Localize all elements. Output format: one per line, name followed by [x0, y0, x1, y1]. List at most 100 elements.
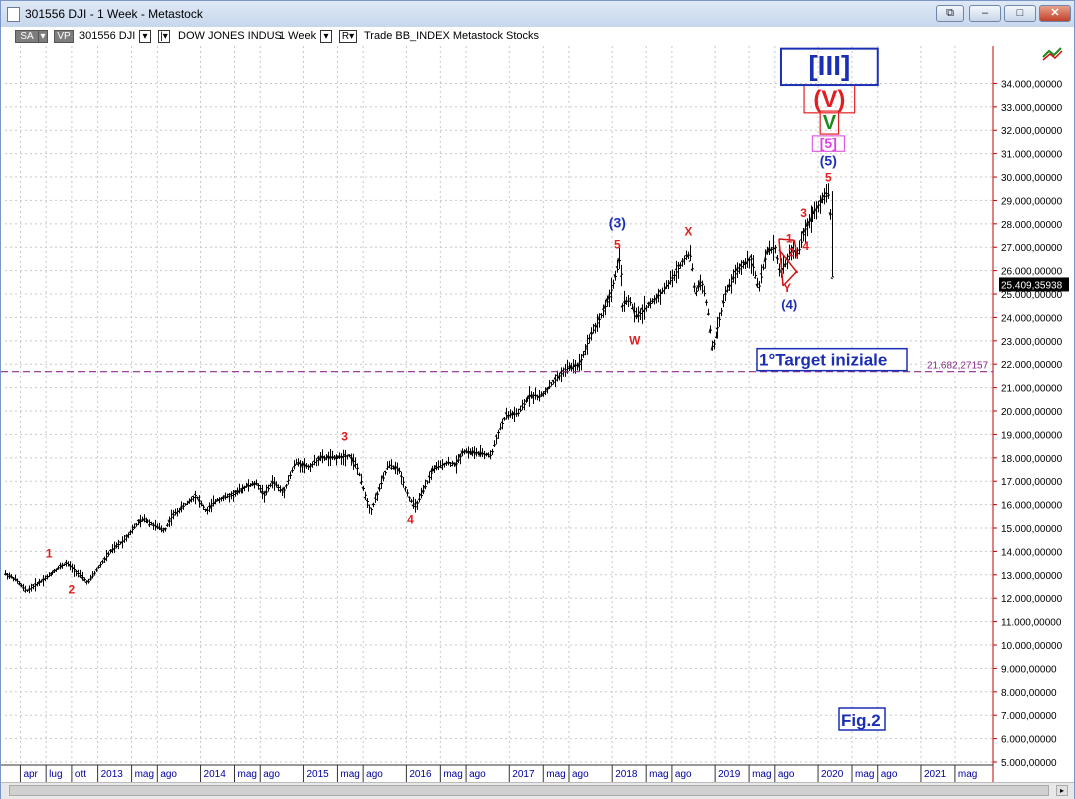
y-tick-label: 29.000,00000 — [1001, 196, 1063, 207]
security-picker-icon[interactable]: |▾ — [158, 30, 170, 43]
close-button[interactable]: ✕ — [1039, 5, 1071, 22]
price-bar-open — [436, 465, 439, 469]
x-tick-label: ago — [675, 769, 692, 780]
price-bar-open — [539, 394, 542, 396]
price-bar-open — [587, 337, 590, 340]
x-tick-label: mag — [958, 769, 977, 780]
price-bar-open — [826, 194, 829, 197]
price-bar-open — [430, 468, 433, 471]
price-bar-open — [454, 462, 457, 468]
x-tick-label: lug — [49, 769, 62, 780]
maximize-button[interactable]: □ — [1004, 5, 1036, 22]
price-bar-open — [387, 466, 390, 469]
price-bar-open — [318, 454, 321, 461]
wave-label: W — [629, 333, 641, 347]
price-bar-open — [355, 467, 358, 470]
y-tick-label: 17.000,00000 — [1001, 477, 1063, 488]
price-bar-open — [395, 465, 398, 468]
price-bar-open — [199, 502, 202, 505]
sa-button[interactable]: SA — [15, 30, 39, 43]
price-bar-open — [351, 458, 354, 465]
price-bar-open — [468, 450, 471, 454]
price-bar-open — [266, 486, 269, 489]
y-tick-label: 8.000,00000 — [1001, 688, 1057, 699]
price-bar-open — [597, 315, 600, 321]
price-bar-open — [335, 456, 338, 460]
wave-label: [5] — [820, 135, 837, 151]
triangle-line — [778, 238, 795, 241]
price-bar-open — [820, 195, 823, 203]
y-tick-label: 9.000,00000 — [1001, 664, 1057, 675]
price-bar-open — [49, 572, 52, 575]
restore-button[interactable]: ⧉ — [936, 5, 964, 22]
x-tick-label: 2016 — [409, 769, 432, 780]
price-bar-open — [755, 283, 758, 288]
wave-label: (5) — [820, 152, 837, 168]
sa-dropdown-icon[interactable]: ▾ — [38, 30, 48, 43]
price-bar-open — [810, 215, 813, 218]
price-bar-open — [775, 256, 778, 260]
price-bar-open — [399, 475, 402, 477]
price-bar-open — [246, 483, 249, 487]
price-bar-open — [195, 496, 198, 499]
price-bar-open — [807, 220, 810, 226]
price-bar-open — [678, 263, 681, 267]
price-bar-open — [15, 578, 18, 582]
document-icon — [7, 7, 20, 22]
period-label: 1 Week — [279, 30, 317, 42]
symbol-dropdown-icon[interactable]: ▾ — [139, 30, 151, 43]
x-tick-label: 2015 — [306, 769, 329, 780]
price-bar-open — [524, 400, 527, 403]
price-bar-open — [114, 544, 117, 548]
price-bar-open — [223, 495, 226, 498]
price-bar-open — [17, 582, 20, 585]
price-bar-open — [290, 469, 293, 472]
price-bar-open — [5, 573, 8, 576]
title-bar[interactable]: 301556 DJI - 1 Week - Metastock ⧉ – □ ✕ — [1, 1, 1074, 28]
scroll-right-icon[interactable]: ▸ — [1056, 785, 1068, 796]
price-bar-open — [648, 301, 651, 306]
scrollbar-thumb[interactable] — [9, 785, 1049, 796]
realtime-toggle[interactable]: R▾ — [339, 30, 357, 43]
price-bar-open — [66, 562, 69, 565]
price-chart[interactable]: 34.000,00000 33.000,00000 32.000,00000 31.0… — [1, 46, 1074, 782]
price-bar-open — [652, 298, 655, 301]
price-bar-open — [593, 324, 596, 327]
horizontal-scrollbar[interactable]: ▸ — [1, 782, 1074, 799]
wave-label: 3 — [800, 206, 807, 220]
price-bar-open — [512, 411, 515, 416]
price-bar-open — [585, 344, 588, 348]
price-bar-open — [529, 394, 532, 398]
period-dropdown-icon[interactable]: ▾ — [320, 30, 332, 43]
price-bar-open — [205, 508, 208, 511]
x-tick-label: mag — [546, 769, 565, 780]
price-bar-open — [803, 227, 806, 233]
y-tick-label: 6.000,00000 — [1001, 735, 1057, 746]
price-bar-open — [304, 464, 307, 468]
price-bar-open — [632, 308, 635, 315]
price-bar-open — [812, 209, 815, 214]
price-bar-open — [708, 327, 711, 334]
y-tick-label: 11.000,00000 — [1001, 618, 1062, 629]
price-bar-open — [704, 301, 707, 304]
price-bar-open — [824, 191, 827, 195]
price-bar-open — [440, 466, 443, 469]
y-tick-label: 23.000,00000 — [1001, 337, 1063, 348]
price-bar-open — [791, 246, 794, 249]
y-tick-label: 18.000,00000 — [1001, 454, 1063, 465]
minimize-button[interactable]: – — [969, 5, 1001, 22]
price-bar-open — [749, 255, 752, 259]
price-bar-open — [411, 503, 414, 507]
price-bar-open — [345, 454, 348, 457]
security-name: DOW JONES INDUS — [178, 30, 282, 42]
price-bar-open — [98, 564, 101, 567]
price-bar-open — [767, 247, 770, 254]
price-bar-open — [122, 540, 125, 543]
price-bar-open — [302, 462, 305, 467]
vp-button[interactable]: VP — [54, 30, 74, 43]
wave-label: Y — [783, 281, 791, 295]
price-bar-open — [551, 379, 554, 383]
y-tick-label: 14.000,00000 — [1001, 547, 1063, 558]
price-bar-open — [7, 575, 10, 578]
price-bar-open — [108, 549, 111, 552]
